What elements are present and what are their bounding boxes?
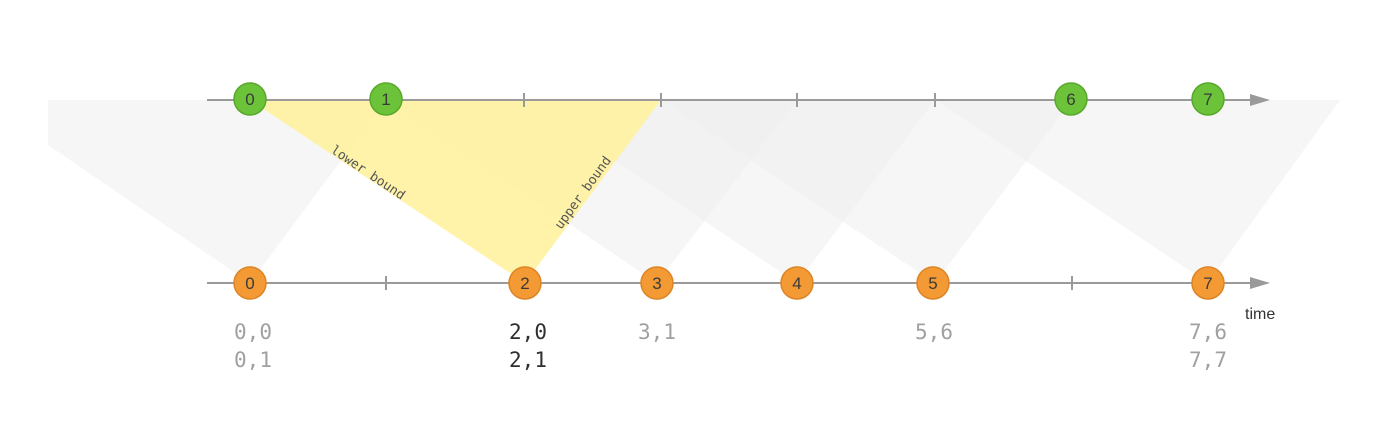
join-pair-label: 0,1 <box>234 348 272 372</box>
top-node-label: 0 <box>245 90 254 109</box>
bottom-node: 2 <box>508 266 542 300</box>
bottom-node-label: 0 <box>245 274 254 293</box>
bottom-node: 4 <box>780 266 814 300</box>
join-pair-label: 0,0 <box>234 320 272 344</box>
join-result-group: 5,6 <box>915 320 953 344</box>
top-node: 1 <box>369 82 403 116</box>
join-pair-label: 3,1 <box>638 320 676 344</box>
bottom-stream-nodes: 0 2 3 4 5 7 <box>233 266 1225 300</box>
top-node: 0 <box>233 82 267 116</box>
top-axis-arrow-icon <box>1250 94 1270 106</box>
join-result-group: 3,1 <box>638 320 676 344</box>
bottom-node: 7 <box>1191 266 1225 300</box>
time-axis-label: time <box>1245 306 1275 323</box>
band-bottom-5 <box>661 100 1072 283</box>
bottom-node-label: 4 <box>792 274 801 293</box>
top-node-label: 7 <box>1203 90 1212 109</box>
top-node: 7 <box>1191 82 1225 116</box>
top-node-label: 6 <box>1066 90 1075 109</box>
bottom-node-label: 7 <box>1203 274 1212 293</box>
interval-bands <box>48 100 1340 283</box>
join-results: 0,0 0,1 2,0 2,1 3,1 5,6 7,6 7,7 <box>234 320 1227 372</box>
join-pair-label: 7,7 <box>1189 348 1227 372</box>
join-result-group: 7,6 7,7 <box>1189 320 1227 372</box>
top-node: 6 <box>1054 82 1088 116</box>
join-pair-label: 5,6 <box>915 320 953 344</box>
join-pair-label: 2,0 <box>509 320 547 344</box>
bottom-node-label: 2 <box>520 274 529 293</box>
bottom-timeline <box>207 276 1252 290</box>
join-result-group: 2,0 2,1 <box>509 320 547 372</box>
bottom-node: 0 <box>233 266 267 300</box>
join-pair-label: 7,6 <box>1189 320 1227 344</box>
join-result-group: 0,0 0,1 <box>234 320 272 372</box>
bottom-node: 5 <box>916 266 950 300</box>
band-bottom-7 <box>935 100 1340 283</box>
join-pair-label: 2,1 <box>509 348 547 372</box>
top-node-label: 1 <box>381 90 390 109</box>
bottom-node-label: 5 <box>928 274 937 293</box>
top-stream-nodes: 0 1 6 7 <box>233 82 1225 116</box>
bottom-node-label: 3 <box>652 274 661 293</box>
bottom-axis-arrow-icon <box>1250 277 1270 289</box>
band-bottom-0 <box>48 100 386 283</box>
highlight-band <box>250 100 661 283</box>
bottom-node: 3 <box>640 266 674 300</box>
